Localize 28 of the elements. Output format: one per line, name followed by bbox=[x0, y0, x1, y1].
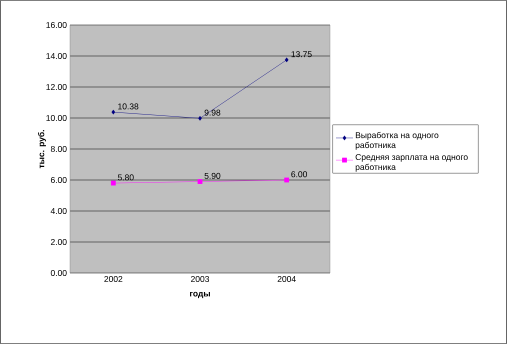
data-label: 5.90 bbox=[204, 172, 220, 179]
x-tick-label: 2003 bbox=[191, 276, 210, 282]
point bbox=[198, 179, 202, 184]
y-tick-label: 2.00 bbox=[50, 239, 67, 245]
data-label: 6.00 bbox=[291, 171, 308, 178]
y-tick-label: 16.00 bbox=[46, 22, 67, 28]
data-label: 13.75 bbox=[292, 51, 312, 58]
y-tick-label: 10.00 bbox=[46, 115, 67, 121]
y-tick-label: 8.00 bbox=[50, 146, 67, 152]
legend-label: Средняя зарплата на одного работника bbox=[356, 154, 468, 172]
data-label: 5.80 bbox=[118, 174, 134, 180]
legend-label: Выработка на одного работника bbox=[356, 132, 438, 150]
x-tick-label: 2002 bbox=[104, 276, 122, 282]
y-tick-label: 12.00 bbox=[46, 84, 67, 90]
data-label: 10.38 bbox=[118, 103, 138, 110]
y-axis-title: тыс. руб. bbox=[38, 130, 46, 168]
y-tick-label: 4.00 bbox=[50, 208, 67, 214]
point bbox=[198, 116, 202, 121]
x-axis-title: годы bbox=[190, 292, 210, 298]
y-tick-label: 6.00 bbox=[50, 177, 67, 183]
point bbox=[284, 178, 290, 182]
y-tick-label: 0.00 bbox=[50, 270, 67, 276]
data-label: 9.98 bbox=[204, 110, 220, 116]
point bbox=[111, 110, 116, 115]
y-tick-label: 14.00 bbox=[46, 53, 67, 59]
point bbox=[284, 57, 289, 62]
x-tick-label: 2004 bbox=[278, 276, 296, 282]
point bbox=[110, 180, 116, 186]
